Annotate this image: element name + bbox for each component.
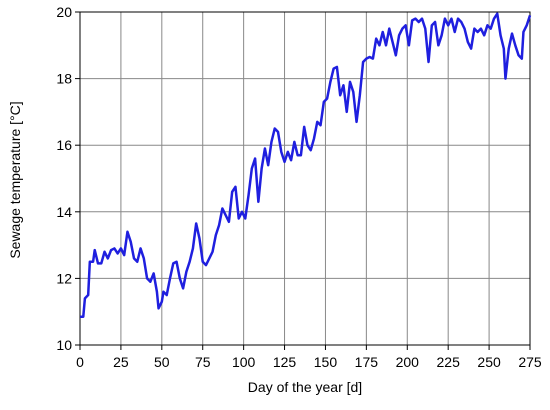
x-tick-label: 200 — [396, 354, 420, 370]
x-axis-label: Day of the year [d] — [248, 379, 362, 395]
y-tick-label: 14 — [56, 204, 72, 220]
x-tick-label: 25 — [113, 354, 129, 370]
x-tick-label: 0 — [76, 354, 84, 370]
y-axis-label: Sewage temperature [°C] — [7, 101, 23, 258]
y-tick-label: 20 — [56, 4, 72, 20]
x-tick-label: 150 — [314, 354, 338, 370]
x-tick-label: 100 — [232, 354, 256, 370]
y-tick-label: 18 — [56, 71, 72, 87]
x-tick-label: 125 — [273, 354, 297, 370]
data-line — [80, 12, 532, 318]
x-tick-label: 250 — [477, 354, 501, 370]
x-tick-label: 75 — [195, 354, 211, 370]
y-tick-label: 16 — [56, 137, 72, 153]
y-tick-label: 10 — [56, 337, 72, 353]
x-tick-label: 50 — [154, 354, 170, 370]
x-tick-label: 275 — [518, 354, 542, 370]
plot-frame — [79, 11, 531, 346]
y-tick-label: 12 — [56, 270, 72, 286]
x-tick-label: 175 — [355, 354, 379, 370]
x-tick-label: 225 — [437, 354, 461, 370]
